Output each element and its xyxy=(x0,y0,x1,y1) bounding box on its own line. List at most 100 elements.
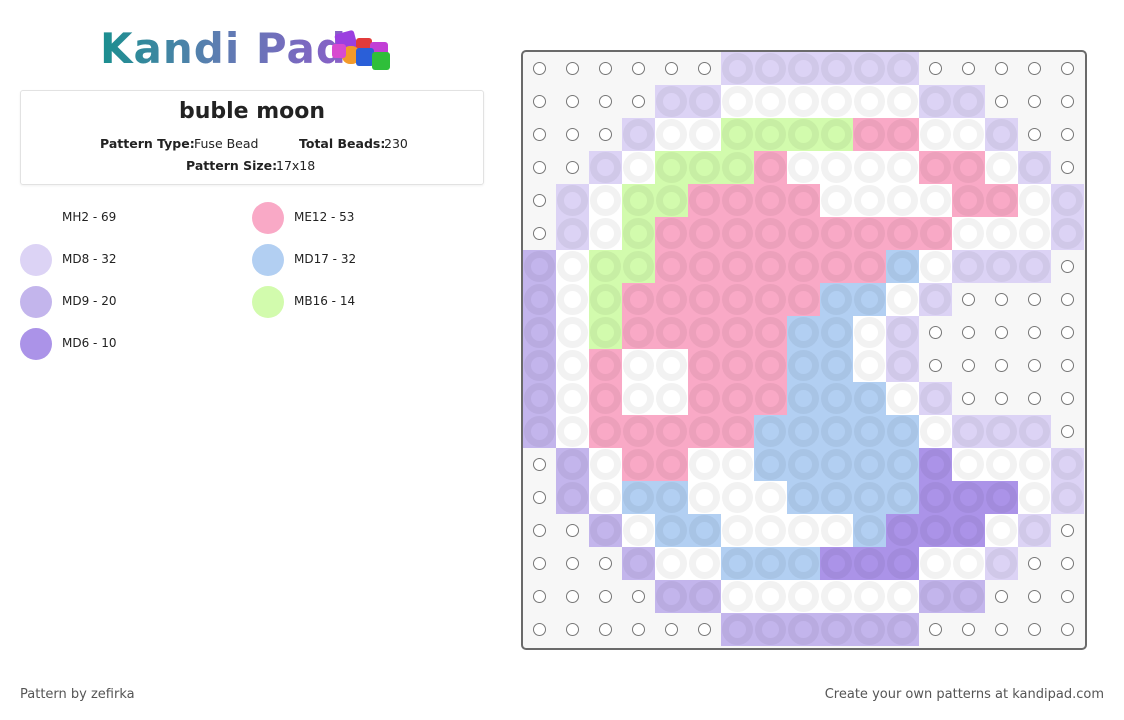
bead xyxy=(655,250,688,283)
peg xyxy=(962,359,975,372)
bead xyxy=(721,184,754,217)
bead xyxy=(1018,448,1051,481)
bead xyxy=(952,250,985,283)
bead xyxy=(820,151,853,184)
bead xyxy=(886,316,919,349)
peg xyxy=(566,524,579,537)
peg xyxy=(995,590,1008,603)
bead xyxy=(589,151,622,184)
peg xyxy=(533,524,546,537)
peg xyxy=(533,161,546,174)
bead xyxy=(919,415,952,448)
bead xyxy=(886,250,919,283)
bead xyxy=(655,85,688,118)
peg xyxy=(566,623,579,636)
bead xyxy=(853,52,886,85)
peg xyxy=(698,623,711,636)
peg xyxy=(665,62,678,75)
bead xyxy=(886,613,919,646)
bead xyxy=(1051,448,1084,481)
bead xyxy=(754,415,787,448)
bead xyxy=(721,85,754,118)
bead xyxy=(820,448,853,481)
bead xyxy=(688,184,721,217)
bead xyxy=(721,415,754,448)
bead xyxy=(688,514,721,547)
peg xyxy=(533,491,546,504)
bead xyxy=(655,118,688,151)
bead xyxy=(721,52,754,85)
peg xyxy=(665,623,678,636)
bead xyxy=(820,613,853,646)
bead xyxy=(688,580,721,613)
bead xyxy=(787,184,820,217)
bead xyxy=(721,250,754,283)
peg xyxy=(566,590,579,603)
bead xyxy=(985,151,1018,184)
peg xyxy=(1061,326,1074,339)
bead xyxy=(589,217,622,250)
bead xyxy=(853,217,886,250)
bead xyxy=(787,151,820,184)
bead xyxy=(1018,481,1051,514)
bead xyxy=(655,481,688,514)
peg xyxy=(1028,392,1041,405)
bead xyxy=(886,118,919,151)
bead xyxy=(721,217,754,250)
bead xyxy=(919,514,952,547)
bead xyxy=(820,85,853,118)
peg xyxy=(566,95,579,108)
bead xyxy=(688,118,721,151)
bead xyxy=(820,118,853,151)
legend-label: MD8 - 32 xyxy=(62,252,117,266)
bead xyxy=(688,250,721,283)
bead xyxy=(952,415,985,448)
bead xyxy=(820,217,853,250)
bead xyxy=(985,184,1018,217)
logo[interactable]: Kandi Pad xyxy=(100,24,347,73)
bead xyxy=(787,349,820,382)
bead xyxy=(655,382,688,415)
bead xyxy=(952,481,985,514)
peg xyxy=(1028,623,1041,636)
legend-swatch xyxy=(252,286,284,318)
peg xyxy=(599,590,612,603)
bead xyxy=(952,151,985,184)
bead xyxy=(820,514,853,547)
bead xyxy=(556,316,589,349)
peg xyxy=(533,227,546,240)
bead xyxy=(985,448,1018,481)
peg xyxy=(1061,128,1074,141)
peg xyxy=(995,293,1008,306)
footer-credit: Pattern by zefirka xyxy=(20,687,135,702)
bead xyxy=(655,349,688,382)
peg xyxy=(533,194,546,207)
bead xyxy=(952,85,985,118)
bead xyxy=(622,415,655,448)
bead xyxy=(919,547,952,580)
legend-label: MD17 - 32 xyxy=(294,252,357,266)
bead xyxy=(655,547,688,580)
bead xyxy=(985,217,1018,250)
bead xyxy=(721,316,754,349)
bead xyxy=(622,250,655,283)
bead xyxy=(754,514,787,547)
bead xyxy=(787,613,820,646)
bead xyxy=(886,283,919,316)
peg xyxy=(533,623,546,636)
bead xyxy=(655,580,688,613)
bead xyxy=(886,151,919,184)
total-value: 230 xyxy=(384,136,408,151)
peg xyxy=(698,62,711,75)
bead xyxy=(655,415,688,448)
bead xyxy=(1018,250,1051,283)
peg xyxy=(1028,293,1041,306)
legend-swatch xyxy=(20,244,52,276)
peg xyxy=(929,359,942,372)
peg xyxy=(1061,260,1074,273)
bead xyxy=(787,217,820,250)
bead xyxy=(589,448,622,481)
type-label: Pattern Type: xyxy=(100,136,195,151)
peg xyxy=(1061,557,1074,570)
footer-link[interactable]: Create your own patterns at kandipad.com xyxy=(824,687,1104,702)
